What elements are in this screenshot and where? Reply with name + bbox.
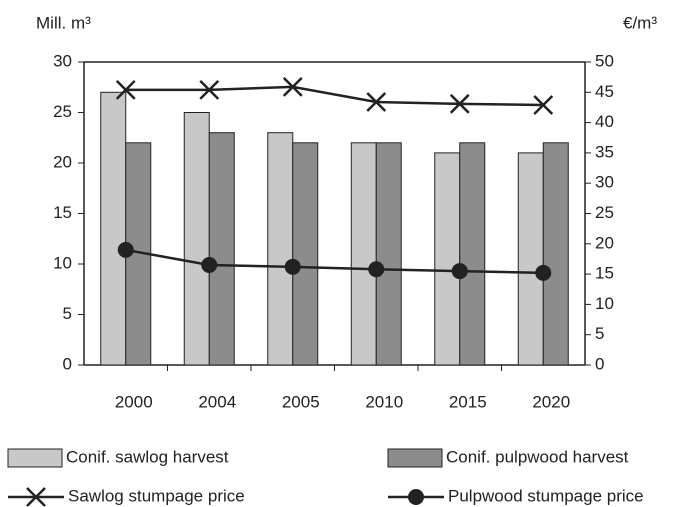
line [125,85,544,107]
point [451,263,468,280]
y2-tick-label: 50 [595,51,614,70]
legend-label: Pulpwood stumpage price [448,486,644,505]
point [368,261,385,278]
legend-label: Conif. pulpwood harvest [446,447,629,466]
line [125,248,544,275]
legend-swatch [7,448,63,468]
point [201,257,218,274]
legend-swatch [387,448,443,468]
y-tick-label: 10 [53,253,72,272]
bar [208,132,235,366]
point [115,79,136,100]
x-tick-label: 2004 [198,392,236,411]
bar [292,142,319,366]
y-tick-label: 20 [53,152,72,171]
y-tick-label: 0 [63,354,72,373]
legend-label: Conif. sawlog harvest [66,447,229,466]
x-tick-label: 2010 [365,392,403,411]
point [282,76,303,97]
y2-tick-label: 20 [595,233,614,252]
y2-tick-label: 25 [595,203,614,222]
point [366,92,387,112]
point [117,241,134,258]
legend-marker [26,487,46,507]
x-tick-label: 2005 [282,392,320,411]
y2-tick-label: 30 [595,173,614,192]
x-tick-label: 2000 [115,392,153,411]
y2-tick-label: 5 [595,324,604,343]
legend-marker [408,489,424,505]
bar [183,112,210,366]
point [284,258,301,275]
bar [100,91,127,366]
bar [267,132,294,366]
y2-tick-label: 40 [595,112,614,131]
y2-tick-label: 0 [595,354,604,373]
y2-tick-label: 35 [595,142,614,161]
y2-axis-label: €/m³ [623,13,657,32]
x-tick-label: 2020 [532,392,570,411]
point [199,79,220,100]
point [535,264,552,281]
bar [375,142,402,366]
bar [517,152,544,366]
bar [542,142,569,366]
y-tick-label: 5 [63,304,72,323]
y-axis-label: Mill. m³ [36,13,91,32]
bar [350,142,377,366]
y2-tick-label: 15 [595,264,614,283]
point [449,93,470,114]
y-tick-label: 30 [53,51,72,70]
y-tick-label: 15 [53,203,72,222]
y2-tick-label: 10 [595,294,614,313]
y2-tick-label: 45 [595,82,614,101]
y-tick-label: 25 [53,102,72,121]
bar [459,142,486,366]
legend-label: Sawlog stumpage price [68,486,245,505]
point [533,95,554,115]
bar [434,152,461,366]
x-tick-label: 2015 [449,392,487,411]
